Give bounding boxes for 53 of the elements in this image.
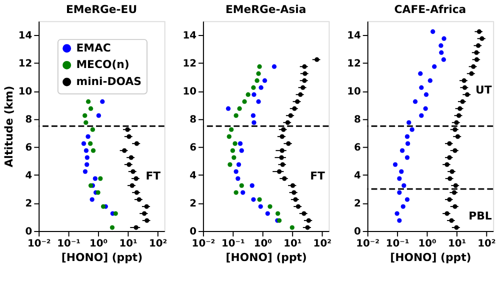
x-tick-label: 10⁻² [356,238,380,250]
x-tick-label: 10² [313,238,332,250]
x-tick-label: 10⁻² [192,238,216,250]
y-tick-label: 4 [190,170,197,182]
legend-label: mini-DOAS [76,74,142,88]
y-tick-label: 12 [347,58,362,70]
x-tick-label: 10¹ [448,238,466,250]
x-tick-label: 10⁻² [27,238,51,250]
legend-label: EMAC [76,41,111,54]
x-axis-title: [HONO] (ppt) [226,251,307,264]
y-tick-label: 6 [354,142,361,154]
y-tick-label: 2 [354,198,361,210]
y-tick-label: 8 [25,114,32,126]
annotation: UT [476,83,492,96]
y-tick-label: 10 [182,86,197,98]
y-tick-label: 2 [25,198,32,210]
y-tick-label: 6 [190,142,197,154]
y-tick-label: 0 [25,226,32,238]
annotation: PBL [468,209,492,222]
y-tick-label: 4 [25,170,32,182]
y-tick-label: 14 [182,30,197,42]
x-tick-label: 10⁰ [90,238,108,250]
y-tick-label: 4 [354,170,361,182]
y-tick-label: 14 [18,30,32,42]
chart-title: CAFE-Africa [394,3,466,16]
y-tick-label: 2 [190,198,197,210]
x-tick-label: 10⁰ [254,238,272,250]
chart-title: EMeRGe-EU [66,3,138,16]
x-tick-label: 10¹ [284,238,302,250]
x-tick-label: 10² [478,238,496,250]
annotation: FT [146,169,162,182]
y-tick-label: 10 [347,86,362,98]
y-tick-label: 8 [354,114,361,126]
x-tick-label: 10⁻¹ [386,238,410,250]
y-tick-label: 0 [190,226,197,238]
x-tick-label: 10² [148,238,168,250]
y-tick-label: 12 [18,58,32,70]
y-tick-label: 12 [182,58,197,70]
x-axis-title: [HONO] (ppt) [390,251,472,264]
x-axis-title: [HONO] (ppt) [61,251,143,264]
chart-title: EMeRGe-Asia [225,3,306,16]
y-tick-label: 0 [354,226,361,238]
x-tick-label: 10⁻¹ [222,238,245,250]
x-tick-label: 10¹ [119,238,138,250]
y-axis-title: Altitude (km) [2,86,16,168]
y-tick-label: 6 [25,142,32,154]
y-tick-label: 8 [190,114,197,126]
y-tick-label: 14 [347,30,362,42]
x-tick-label: 10⁻¹ [57,238,80,250]
x-tick-label: 10⁰ [418,238,436,250]
legend-label: MECO(n) [76,58,130,72]
annotation: FT [310,169,326,182]
y-tick-label: 10 [18,86,32,98]
